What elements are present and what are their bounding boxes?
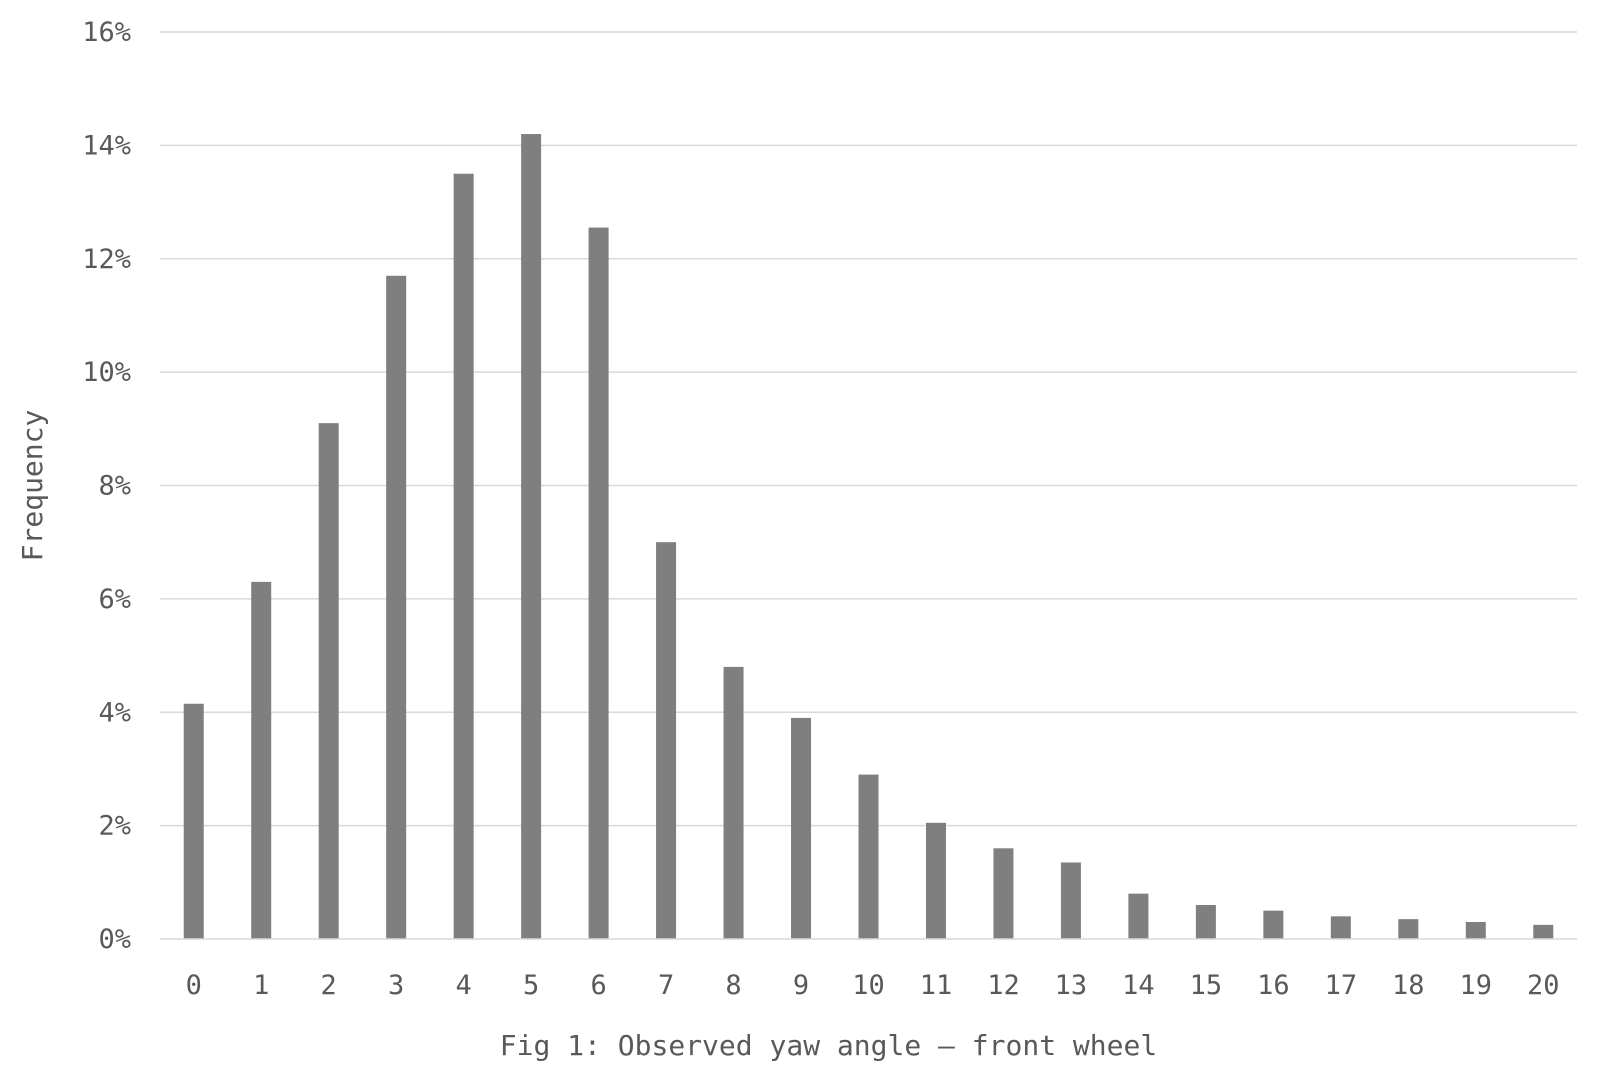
y-tick-label: 14%: [82, 130, 131, 161]
bar-0: [183, 703, 204, 939]
x-tick-label: 5: [523, 970, 539, 1001]
x-tick-label: 2: [321, 970, 337, 1001]
x-tick-label: 14: [1122, 970, 1155, 1001]
x-tick-label: 3: [388, 970, 404, 1001]
gridlines: [160, 31, 1577, 827]
x-tick-label: 19: [1460, 970, 1493, 1001]
x-tick-label: 11: [920, 970, 953, 1001]
bar-4: [453, 173, 474, 939]
bar-20: [1533, 924, 1554, 939]
bar-8: [723, 666, 744, 939]
bar-7: [656, 542, 677, 939]
bar-9: [791, 717, 812, 939]
bar-10: [858, 774, 879, 939]
x-tick-label: 12: [987, 970, 1020, 1001]
x-axis-title: Fig 1: Observed yaw angle – front wheel: [500, 1029, 1157, 1062]
bar-6: [588, 227, 609, 939]
x-tick-label: 6: [590, 970, 606, 1001]
x-tick-label: 10: [852, 970, 885, 1001]
x-tick-label: 13: [1055, 970, 1088, 1001]
y-tick-label: 8%: [98, 471, 131, 502]
bar-12: [993, 848, 1014, 939]
bar-19: [1465, 921, 1486, 939]
bar-11: [925, 822, 946, 939]
bars: [183, 134, 1554, 940]
bar-2: [318, 423, 339, 939]
y-tick-label: 12%: [82, 244, 131, 275]
x-tick-label: 0: [186, 970, 202, 1001]
bar-16: [1263, 910, 1284, 939]
y-tick-label: 2%: [98, 811, 131, 842]
x-tick-label: 8: [725, 970, 741, 1001]
bar-1: [251, 581, 272, 939]
y-tick-label: 4%: [98, 697, 131, 728]
x-axis-ticks: 0 1 2 3 4 5 6 7 8 9 10 11 12 13 14 15 16 17 18 19 20: [186, 970, 1560, 1001]
y-tick-label: 10%: [82, 357, 131, 388]
bar-5: [521, 134, 542, 940]
y-tick-label: 0%: [98, 924, 131, 955]
x-tick-label: 20: [1527, 970, 1560, 1001]
bar-15: [1195, 904, 1216, 939]
x-tick-label: 9: [793, 970, 809, 1001]
x-tick-label: 7: [658, 970, 674, 1001]
y-tick-label: 16%: [82, 17, 131, 48]
bar-13: [1060, 862, 1081, 939]
bar-18: [1398, 919, 1419, 939]
x-tick-label: 4: [456, 970, 472, 1001]
y-axis-ticks: 0% 2% 4% 6% 8% 10% 12% 14% 16%: [82, 17, 131, 955]
y-tick-label: 6%: [98, 584, 131, 615]
x-tick-label: 18: [1392, 970, 1425, 1001]
bar-3: [386, 275, 407, 940]
bar-17: [1330, 916, 1351, 939]
x-tick-label: 17: [1325, 970, 1358, 1001]
y-axis-title: Frequency: [16, 410, 49, 562]
x-tick-label: 15: [1190, 970, 1223, 1001]
x-tick-label: 1: [253, 970, 269, 1001]
x-tick-label: 16: [1257, 970, 1290, 1001]
bar-14: [1128, 893, 1149, 939]
